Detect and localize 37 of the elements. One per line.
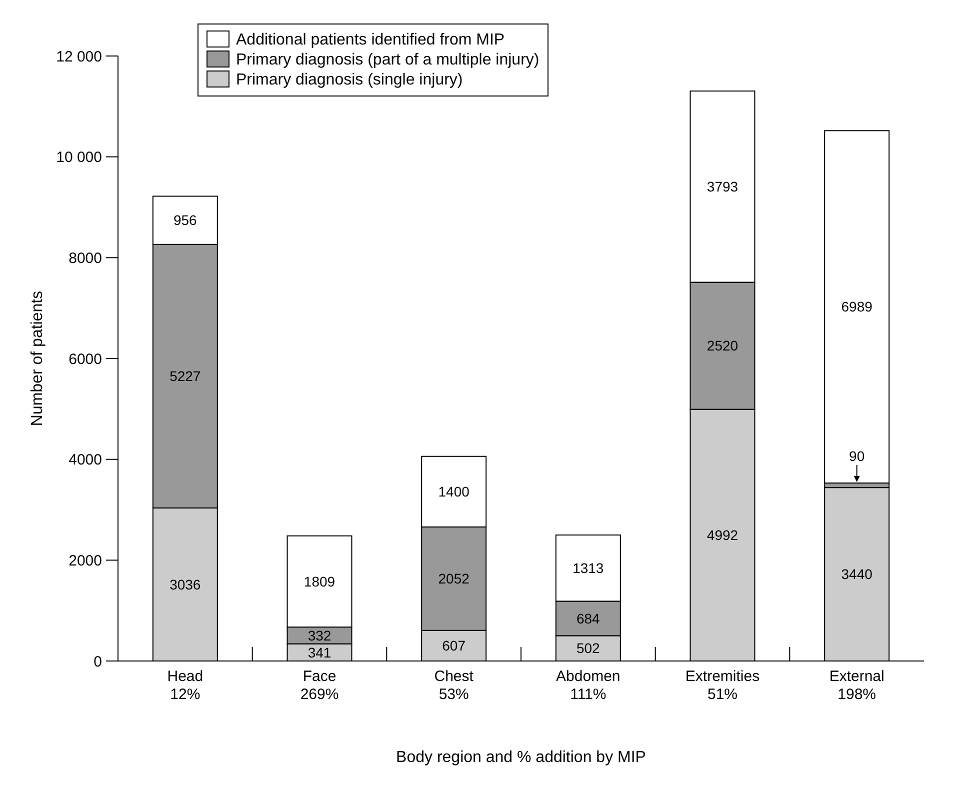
x-axis-title: Body region and % addition by MIP: [396, 749, 646, 766]
data-label: 5227: [170, 368, 201, 384]
legend-label: Additional patients identified from MIP: [236, 32, 505, 49]
y-tick-label: 8000: [68, 250, 102, 267]
data-label: 684: [576, 610, 600, 626]
y-tick-label: 0: [94, 653, 102, 670]
data-label: 3793: [706, 178, 738, 195]
data-label: 607: [442, 638, 466, 654]
bar: [824, 130, 890, 484]
data-label: 2520: [706, 338, 738, 354]
y-tick-label: 4000: [68, 452, 102, 469]
data-label: 1400: [438, 484, 470, 500]
y-tick-label: 6000: [68, 350, 102, 368]
x-tick-label: Abdomen 111%: [556, 668, 620, 703]
data-label: 3036: [170, 576, 201, 592]
x-tick-label: Extremities 51%: [685, 668, 760, 703]
x-tick-label: External 198%: [829, 668, 884, 703]
data-label: 341: [308, 644, 332, 660]
y-tick-label: 10 000: [56, 149, 102, 166]
y-axis-title: Number of patients: [29, 290, 46, 426]
data-label: 2052: [438, 570, 470, 587]
x-tick-label: Head 12%: [167, 668, 204, 703]
data-label: 332: [308, 627, 332, 644]
data-label: 4992: [706, 527, 738, 544]
data-label: 502: [576, 640, 600, 656]
data-label: 90: [849, 448, 865, 464]
data-label: 1313: [572, 560, 604, 576]
y-tick-label: 2000: [68, 552, 102, 570]
x-tick-label: Face 269%: [300, 668, 339, 703]
data-label: 3440: [841, 566, 873, 582]
legend-label: Primary diagnosis (part of a multiple injury): [236, 52, 540, 69]
data-label: 1809: [304, 573, 336, 590]
legend-label: Primary diagnosis (single injury): [236, 72, 463, 89]
x-tick-label: Chest 53%: [434, 668, 474, 703]
data-label: 956: [173, 212, 198, 228]
data-label: 6989: [841, 298, 873, 315]
y-tick-label: 12 000: [56, 48, 102, 66]
